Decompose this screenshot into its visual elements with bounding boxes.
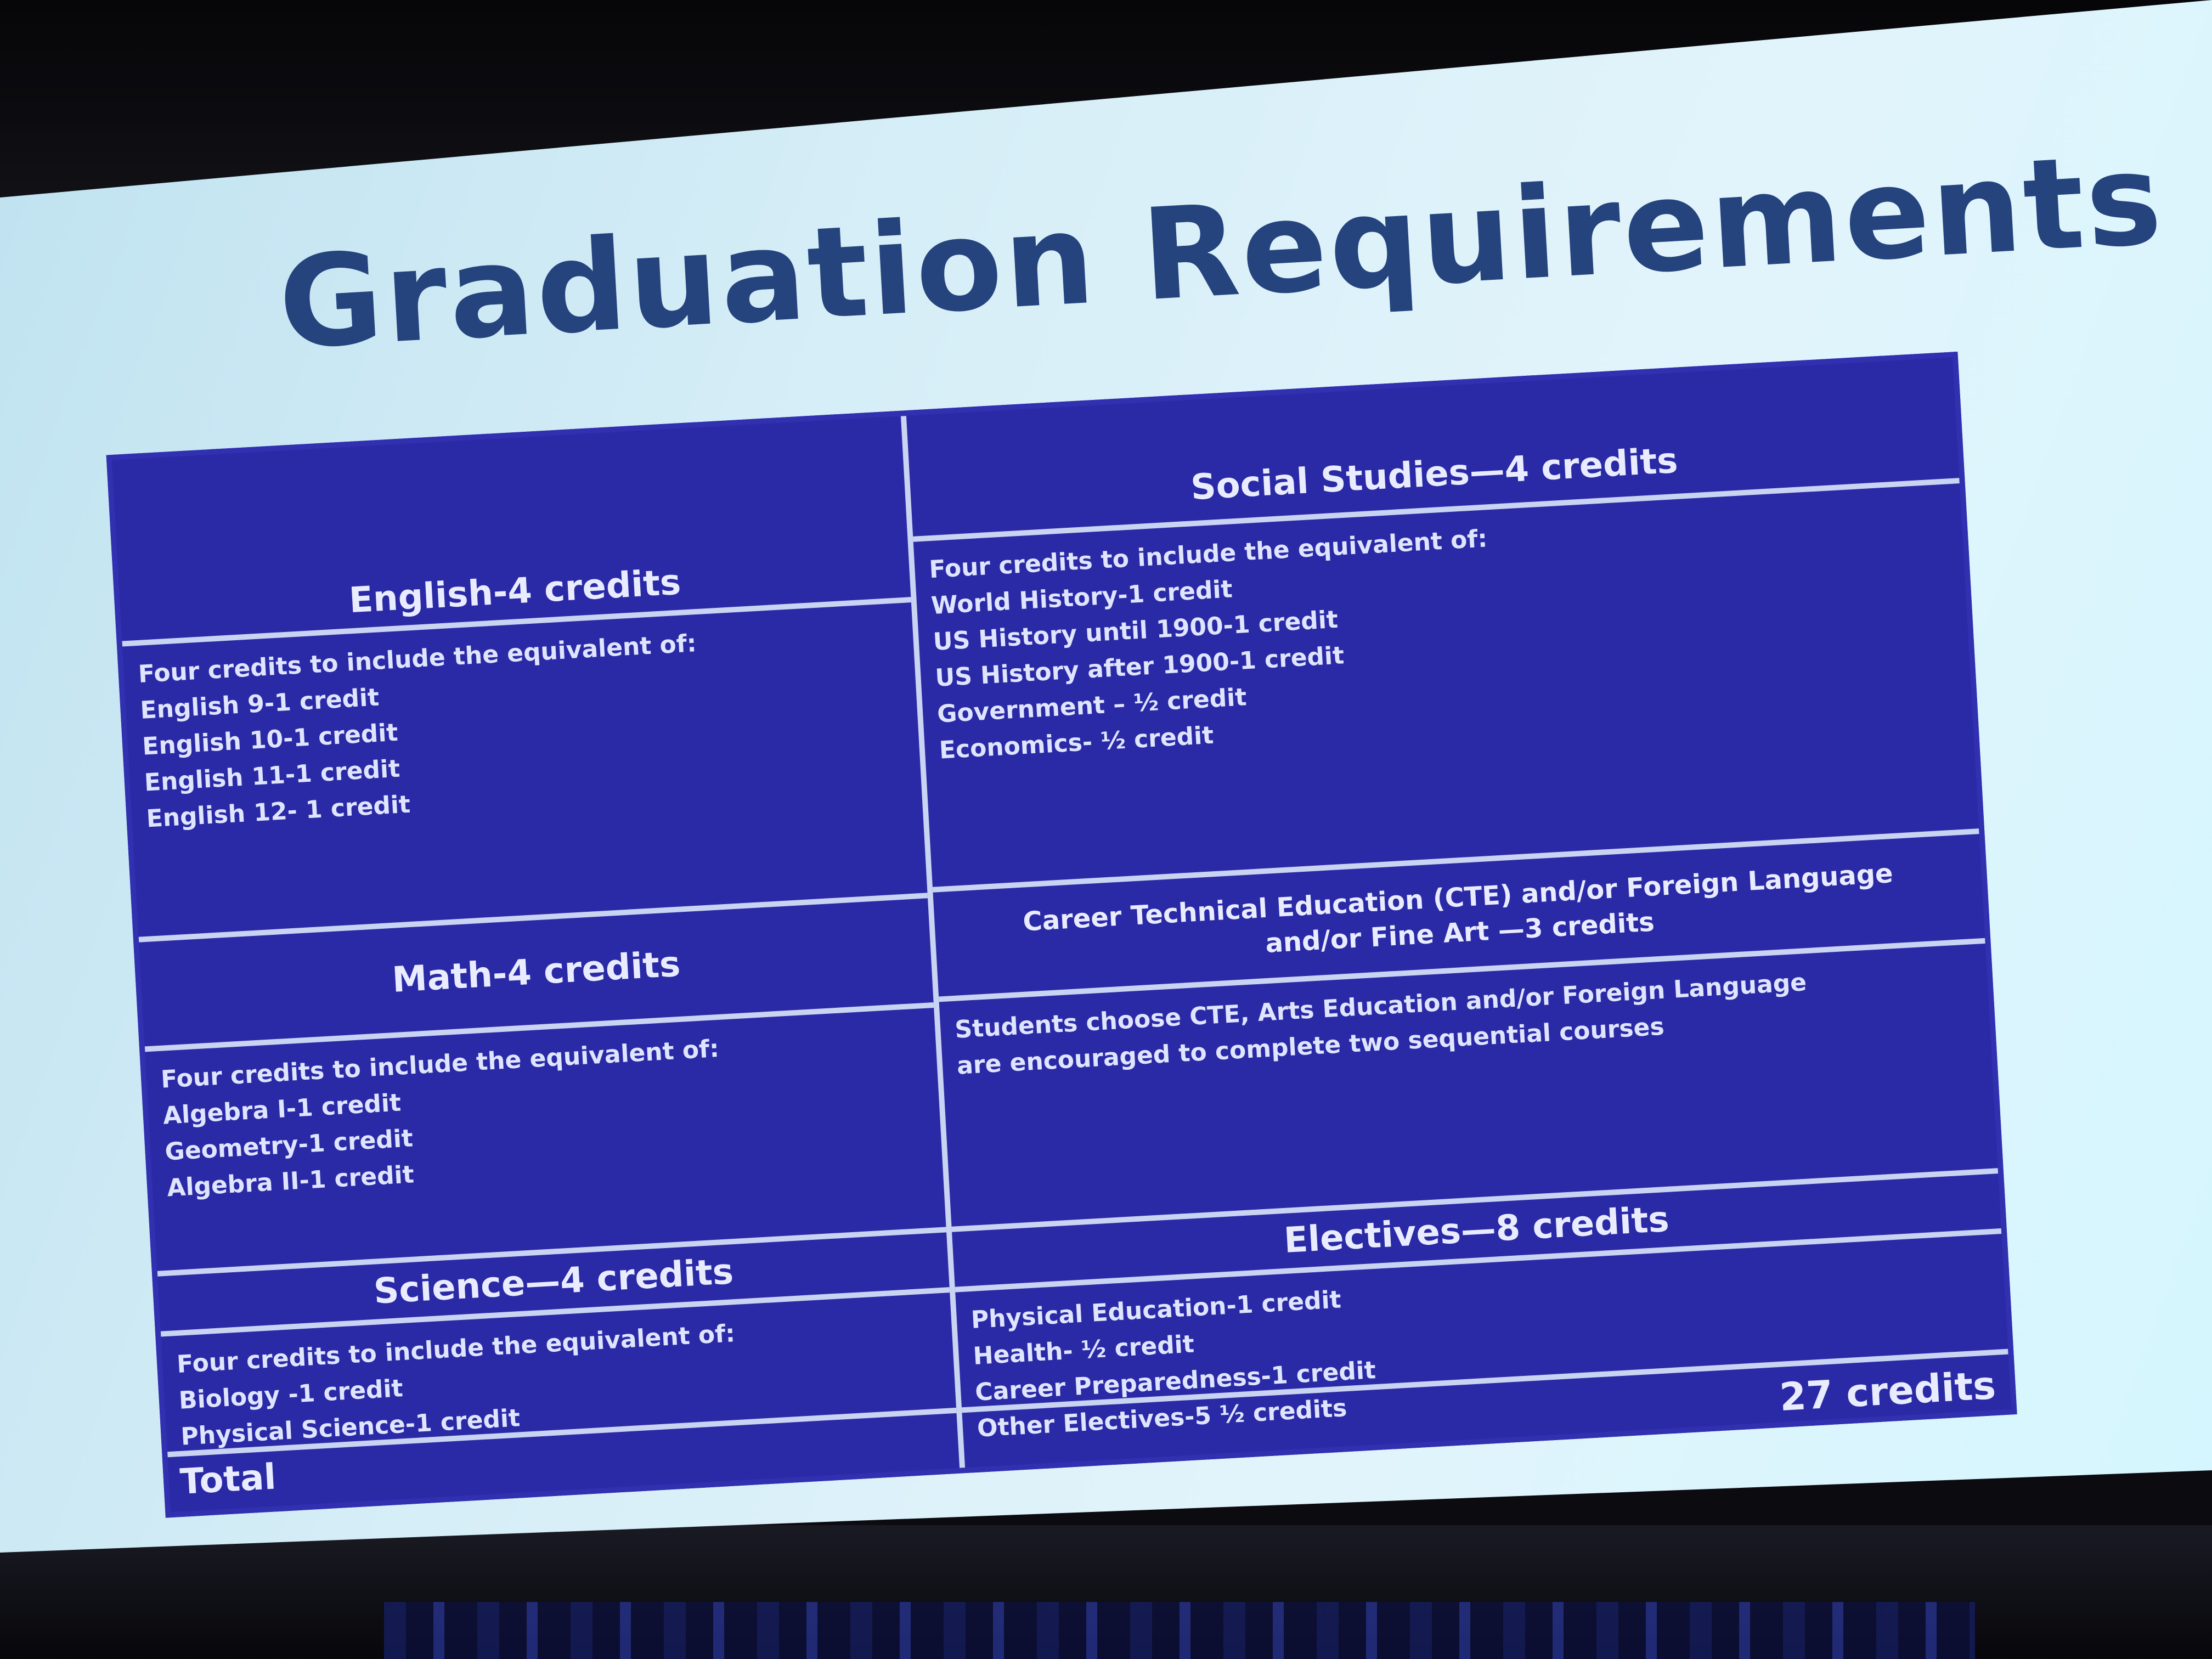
english-body: Four credits to include the equivalent o… [122, 602, 928, 943]
math-body: Four credits to include the equivalent o… [145, 1007, 947, 1277]
right-column: Social Studies—4 credits Four credits to… [906, 357, 2011, 1468]
slide: Graduation Requirements English-4 credit… [55, 126, 2168, 1553]
left-column: English-4 credits Four credits to includ… [112, 416, 966, 1513]
requirements-table: English-4 credits Four credits to includ… [106, 351, 2017, 1518]
slide-title: Graduation Requirements [275, 126, 2168, 378]
stage-lights [384, 1602, 1975, 1659]
social-studies-body: Four credits to include the equivalent o… [913, 483, 1979, 893]
